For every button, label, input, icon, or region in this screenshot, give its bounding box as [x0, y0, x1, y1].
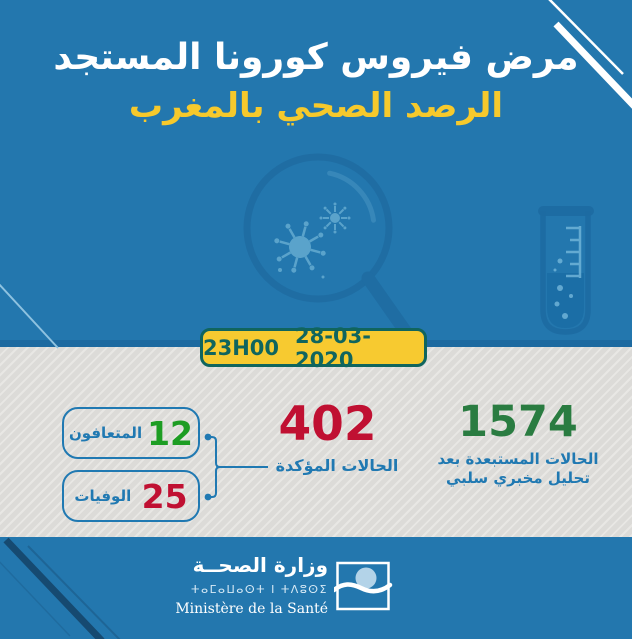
title-line-2: الرصد الصحي بالمغرب — [128, 86, 504, 126]
recovered-label: المتعافون — [69, 424, 143, 442]
logo-wave-icon — [334, 582, 393, 594]
virus-icon — [274, 221, 326, 273]
test-tube-icon — [538, 206, 594, 335]
ministry-signature: وزارة الصحــة ⵜⴰⵎⴰⵡⴰⵙⵜ ⵏ ⵜⴷⵓⵙⵉ Ministère… — [140, 553, 328, 618]
ministry-name-french: Ministère de la Santé — [175, 601, 328, 617]
confirmed-cases-value: 402 — [278, 397, 377, 452]
virus-icon — [278, 202, 351, 279]
ministry-name-arabic: وزارة الصحــة — [192, 553, 328, 577]
deaths-value: 25 — [141, 476, 188, 516]
ministry-logo — [334, 561, 393, 611]
stats-band — [0, 347, 632, 537]
bottom-left-thin-line-decoration — [27, 545, 121, 639]
confirmed-cases-label: الحالات المؤكدة — [275, 456, 399, 475]
deaths-box: 25 الوفيات — [62, 470, 200, 522]
bottom-left-faint-line-decoration — [0, 561, 71, 637]
excluded-cases-value: 1574 — [458, 397, 578, 447]
logo-sun-icon — [355, 567, 377, 589]
report-date: 28-03-2020 — [295, 323, 371, 372]
left-light-line-decoration — [0, 283, 59, 349]
report-time-badge: 23H00 28-03-2020 — [200, 324, 427, 372]
title-line-1: مرض فيروس كورونا المستجد — [53, 37, 579, 78]
bracket-connector — [204, 433, 268, 501]
report-time: 23H00 — [203, 335, 280, 360]
excluded-cases-group: 1574 الحالات المستبعدة بعد تحليل مخبري س… — [420, 399, 616, 488]
recovered-box: 12 المتعافون — [62, 407, 200, 459]
excluded-cases-label-line2: تحليل مخبري سلبي — [446, 469, 590, 487]
ministry-name-tifinagh: ⵜⴰⵎⴰⵡⴰⵙⵜ ⵏ ⵜⴷⵓⵙⵉ — [191, 583, 328, 596]
bottom-left-thick-line-decoration — [3, 537, 105, 639]
excluded-cases-label-line1: الحالات المستبعدة بعد — [437, 450, 599, 468]
page-title: مرض فيروس كورونا المستجد الرصد الصحي بال… — [0, 33, 632, 129]
deaths-label: الوفيات — [74, 487, 132, 505]
recovered-value: 12 — [147, 413, 194, 453]
